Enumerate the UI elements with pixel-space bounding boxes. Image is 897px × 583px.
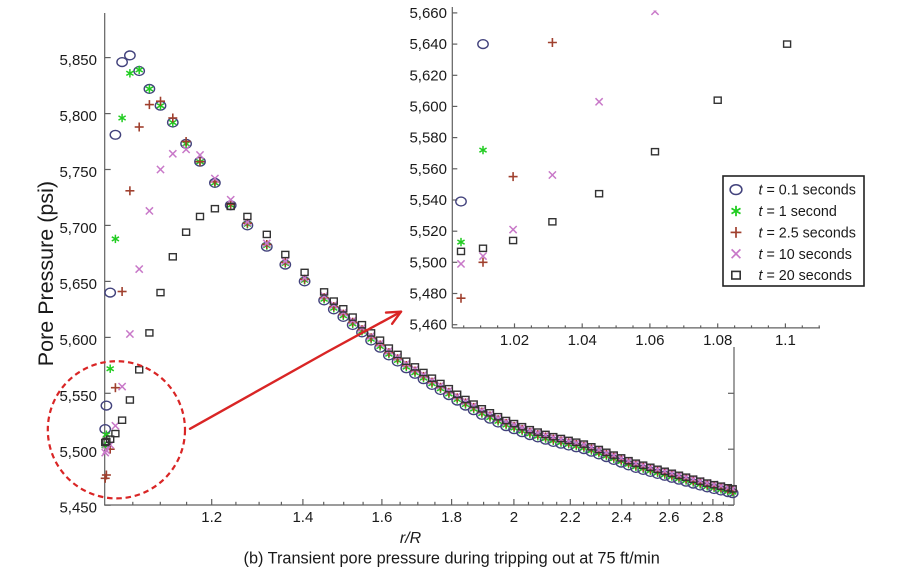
svg-text:1.8: 1.8 (441, 509, 462, 526)
svg-text:1.04: 1.04 (568, 332, 597, 349)
svg-text:1.06: 1.06 (635, 332, 664, 349)
svg-text:5,550: 5,550 (59, 388, 97, 405)
svg-text:t = 20 seconds: t = 20 seconds (759, 268, 852, 284)
svg-text:5,750: 5,750 (59, 164, 97, 181)
svg-text:t = 10 seconds: t = 10 seconds (759, 247, 852, 263)
svg-text:1.6: 1.6 (371, 509, 392, 526)
svg-text:(b) Transient pore pressure du: (b) Transient pore pressure during tripp… (244, 550, 660, 568)
svg-text:2.8: 2.8 (702, 509, 723, 526)
svg-text:5,500: 5,500 (409, 254, 447, 271)
svg-text:1.08: 1.08 (703, 332, 732, 349)
svg-text:5,850: 5,850 (59, 52, 97, 69)
svg-text:r/R: r/R (400, 530, 422, 547)
svg-text:5,660: 5,660 (409, 5, 447, 22)
svg-text:5,500: 5,500 (59, 444, 97, 461)
svg-text:t = 0.1 seconds: t = 0.1 seconds (759, 183, 856, 199)
svg-text:5,800: 5,800 (59, 108, 97, 125)
svg-text:5,480: 5,480 (409, 286, 447, 303)
svg-text:5,560: 5,560 (409, 161, 447, 178)
svg-text:Pore Pressure (psi): Pore Pressure (psi) (34, 181, 58, 366)
svg-text:5,460: 5,460 (409, 317, 447, 334)
svg-text:1.1: 1.1 (775, 332, 796, 349)
svg-text:5,700: 5,700 (59, 220, 97, 237)
svg-text:5,600: 5,600 (409, 98, 447, 115)
svg-text:2: 2 (510, 509, 518, 526)
svg-text:5,540: 5,540 (409, 192, 447, 209)
svg-text:t = 1 second: t = 1 second (759, 204, 837, 220)
svg-text:t = 2.5 seconds: t = 2.5 seconds (759, 225, 856, 241)
svg-text:5,450: 5,450 (59, 500, 97, 517)
svg-text:2.4: 2.4 (611, 509, 632, 526)
svg-text:5,650: 5,650 (59, 276, 97, 293)
svg-text:1.02: 1.02 (500, 332, 529, 349)
svg-text:5,580: 5,580 (409, 130, 447, 147)
svg-text:5,640: 5,640 (409, 36, 447, 53)
svg-text:5,620: 5,620 (409, 67, 447, 84)
svg-text:5,600: 5,600 (59, 332, 97, 349)
svg-text:1.4: 1.4 (292, 509, 313, 526)
svg-text:5,520: 5,520 (409, 223, 447, 240)
svg-text:2.6: 2.6 (659, 509, 680, 526)
svg-text:1.2: 1.2 (201, 509, 222, 526)
svg-text:2.2: 2.2 (560, 509, 581, 526)
